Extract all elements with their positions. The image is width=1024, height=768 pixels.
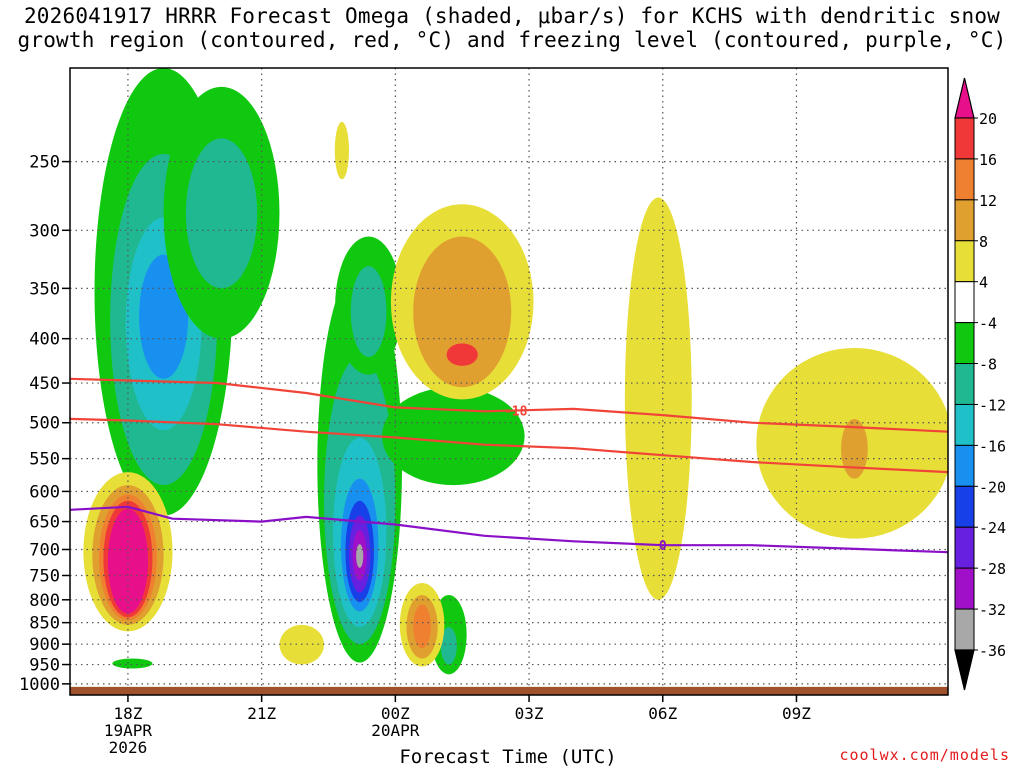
omega-contour-8 — [841, 418, 868, 479]
omega-contour--32 — [356, 544, 364, 568]
colorbar-label-8: 8 — [979, 233, 988, 251]
omega-blob-upper-descent-core — [390, 204, 534, 400]
y-tick-label-850: 850 — [29, 614, 60, 634]
y-tick-label-450: 450 — [29, 374, 60, 394]
y-tick-label-800: 800 — [29, 591, 60, 611]
omega-blob-ascent-east-lobe — [381, 387, 525, 486]
y-tick-label-250: 250 — [29, 153, 60, 173]
colorbar-bin--24to-20 — [954, 485, 975, 528]
colorbar-label--12: -12 — [979, 396, 1006, 414]
colorbar-bin--4to4 — [954, 281, 975, 324]
colorbar-label-16: 16 — [979, 151, 997, 169]
y-tick-label-400: 400 — [29, 330, 60, 350]
isotherm-dgz-minus12 — [69, 417, 949, 474]
y-tick-label-950: 950 — [29, 656, 60, 676]
omega-blob-upper-ascent-east-arm — [163, 86, 280, 339]
omega-blob-ascent-tail-upper — [335, 236, 403, 375]
colorbar-bin--8to-4 — [954, 322, 975, 365]
x-tick-label-06Z: 06Z — [648, 704, 677, 723]
colorbar-label-20: 20 — [979, 110, 997, 128]
omega-contour-12 — [413, 604, 432, 649]
omega-contour--8 — [440, 627, 457, 665]
omega-blob-descent-06z-column — [624, 197, 692, 600]
y-tick-label-750: 750 — [29, 566, 60, 586]
colorbar-bin--28to-24 — [954, 526, 975, 569]
omega-blob-ascent-near-surface — [112, 658, 153, 669]
y-tick-label-650: 650 — [29, 513, 60, 533]
omega-contour--8 — [185, 138, 258, 289]
y-tick-label-700: 700 — [29, 540, 60, 560]
colorbar-bin-16to20 — [954, 117, 975, 160]
x-tick-label-09Z: 09Z — [782, 704, 811, 723]
colorbar-bin--12to-8 — [954, 363, 975, 405]
colorbar-label-4: 4 — [979, 274, 988, 292]
colorbar-label--8: -8 — [979, 356, 997, 374]
colorbar-label--24: -24 — [979, 519, 1006, 537]
colorbar-label-12: 12 — [979, 192, 997, 210]
omega-contour--8 — [350, 266, 387, 358]
colorbar-top-arrow — [954, 77, 975, 119]
y-tick-label-500: 500 — [29, 414, 60, 434]
colorbar-label--36: -36 — [979, 642, 1006, 660]
x-axis-label: Forecast Time (UTC) — [399, 746, 616, 768]
omega-contour-4 — [624, 197, 692, 600]
credit-text: coolwx.com/models — [839, 746, 1010, 764]
ground-layer — [70, 686, 948, 695]
x-tick-date-00Z: 20APR — [371, 721, 420, 740]
omega-contour-16 — [446, 343, 478, 366]
omega-contour--4 — [381, 387, 525, 486]
x-tick-label-03Z: 03Z — [515, 704, 544, 723]
isotherm-dgz-minus18 — [69, 377, 949, 433]
colorbar-bin-12to16 — [954, 158, 975, 201]
colorbar: 20 16 12 8 4 -4 -8 -12 -16 -20 -24 -28 -32 -36 — [954, 77, 1006, 691]
y-tick-label-900: 900 — [29, 635, 60, 655]
omega-shading — [83, 68, 948, 675]
isotherm-contours: -18 0 — [69, 377, 949, 554]
colorbar-label--28: -28 — [979, 560, 1006, 578]
colorbar-bin-8to12 — [954, 199, 975, 242]
x-tick-year-18Z: 2026 — [109, 738, 148, 757]
colorbar-bin--32to-28 — [954, 567, 975, 610]
y-tick-label-300: 300 — [29, 221, 60, 241]
isotherm-freezing-level — [69, 505, 949, 554]
colorbar-bin--36to-32 — [954, 608, 975, 651]
omega-contour--4 — [112, 658, 153, 669]
plot-frame — [69, 67, 949, 696]
x-tick-label-18Z: 18Z — [113, 704, 142, 723]
colorbar-label--16: -16 — [979, 437, 1006, 455]
y-tick-label-1000: 1000 — [19, 675, 60, 695]
x-tick-label-21Z: 21Z — [247, 704, 276, 723]
isotherm-label-freezing-level: 0 — [659, 539, 667, 554]
y-tick-label-350: 350 — [29, 279, 60, 299]
colorbar-label--20: -20 — [979, 478, 1006, 496]
omega-contour-4 — [334, 121, 349, 180]
chart-title: 2026041917 HRRR Forecast Omega (shaded, … — [17, 4, 1007, 52]
colorbar-bin--20to-16 — [954, 444, 975, 487]
omega-blob-descent-09z-region — [756, 347, 948, 539]
colorbar-label--32: -32 — [979, 601, 1006, 619]
x-tick-date-18Z: 19APR — [104, 721, 153, 740]
omega-contour-8 — [413, 236, 512, 388]
plot-border — [69, 67, 949, 696]
y-tick-label-550: 550 — [29, 450, 60, 470]
isotherm-label-dgz-minus18: -18 — [504, 404, 528, 419]
colorbar-bin--16to-12 — [954, 403, 975, 446]
colorbar-label--4: -4 — [979, 315, 997, 333]
pressure-axis: 2503003504004505005506006507007508008509… — [19, 153, 70, 695]
x-tick-label-00Z: 00Z — [381, 704, 410, 723]
grid-lines — [70, 68, 948, 695]
omega-blob-descent-low-lobe — [399, 582, 445, 667]
y-tick-label-600: 600 — [29, 482, 60, 502]
omega-contour-20 — [107, 508, 148, 614]
ground-strip — [70, 686, 948, 695]
colorbar-bin-4to8 — [954, 240, 975, 283]
omega-blob-descent-tiny-upper — [334, 121, 349, 180]
colorbar-bottom-arrow — [954, 649, 975, 691]
